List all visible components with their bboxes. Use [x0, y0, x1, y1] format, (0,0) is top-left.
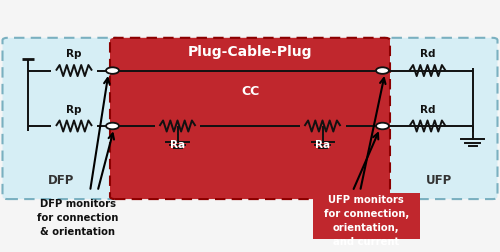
Text: Rp: Rp: [66, 49, 82, 59]
Text: Plug-Cable-Plug: Plug-Cable-Plug: [188, 45, 312, 59]
Circle shape: [376, 123, 389, 129]
FancyBboxPatch shape: [380, 38, 498, 199]
Text: CC: CC: [241, 85, 259, 99]
Text: Rd: Rd: [420, 105, 435, 115]
FancyBboxPatch shape: [2, 38, 120, 199]
FancyBboxPatch shape: [312, 193, 420, 239]
Circle shape: [106, 67, 119, 74]
FancyBboxPatch shape: [110, 38, 390, 199]
Text: Ra: Ra: [315, 140, 330, 150]
Text: DFP monitors
for connection
& orientation: DFP monitors for connection & orientatio…: [37, 199, 118, 237]
Text: Rp: Rp: [66, 105, 82, 115]
Text: Ra: Ra: [170, 140, 185, 150]
Text: UFP monitors
for connection,
orientation,
and current: UFP monitors for connection, orientation…: [324, 195, 409, 247]
Text: DFP: DFP: [48, 174, 74, 187]
Text: UFP: UFP: [426, 174, 452, 187]
Text: Rd: Rd: [420, 49, 435, 59]
Circle shape: [106, 123, 119, 129]
Circle shape: [376, 67, 389, 74]
